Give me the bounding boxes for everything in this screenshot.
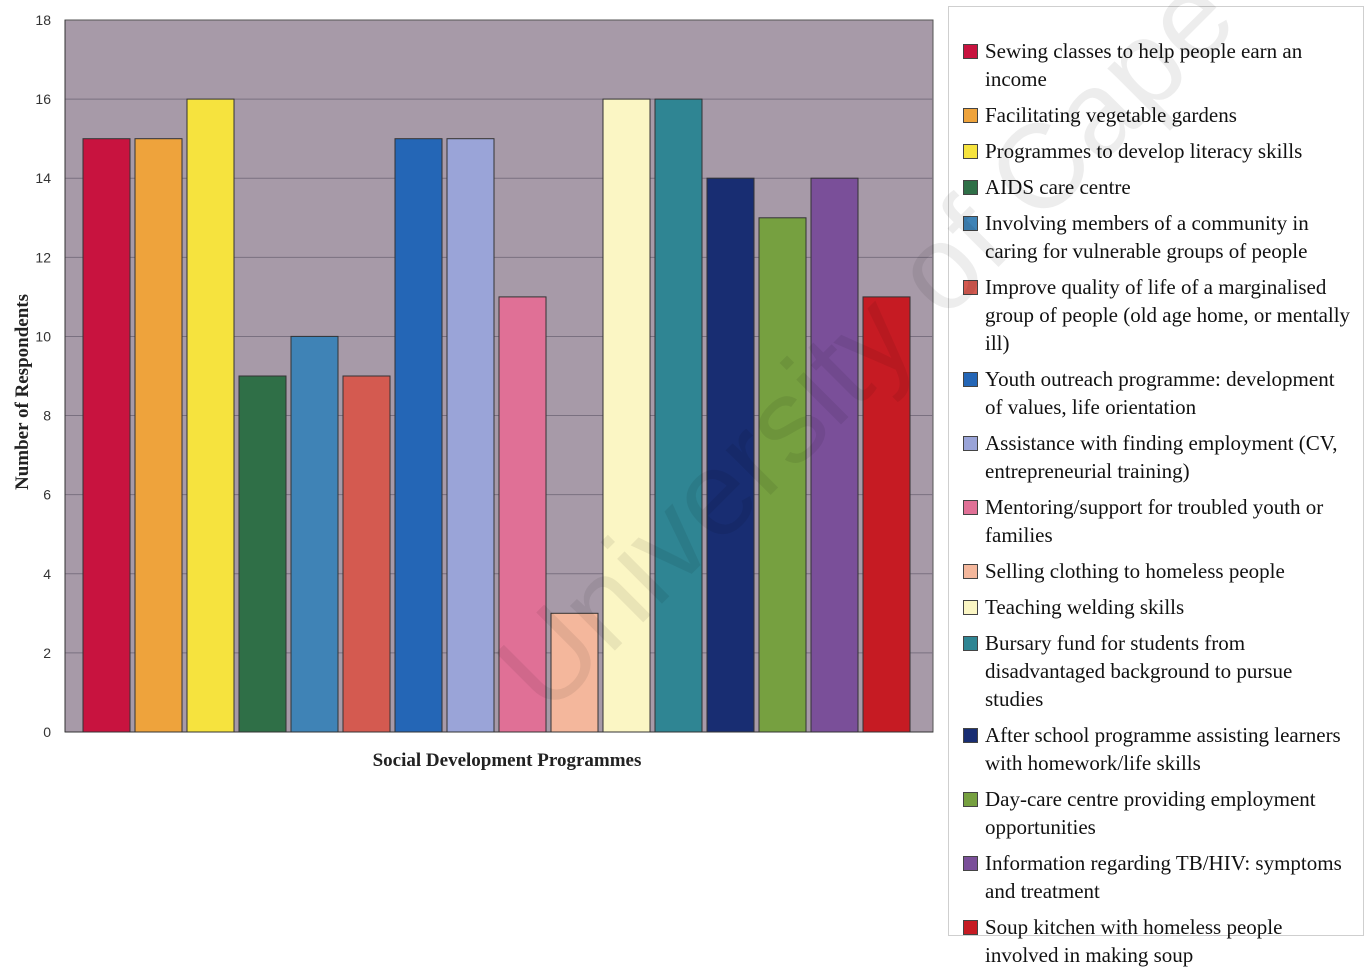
legend-swatch: [963, 280, 978, 295]
legend-swatch: [963, 600, 978, 615]
bar: [134, 138, 183, 733]
bar-chart: 0 2 4 6 8 10 12 14 16 18 Social Development Progr…: [12, 12, 934, 771]
bars: [82, 98, 911, 733]
legend-item: Improve quality of life of a marginalise…: [963, 273, 1355, 357]
y-tick-label: 4: [43, 566, 51, 582]
legend-item: Soup kitchen with homeless people involv…: [963, 913, 1355, 969]
legend-label: Soup kitchen with homeless people involv…: [985, 915, 1283, 967]
legend-item: Facilitating vegetable gardens: [963, 101, 1355, 129]
y-tick-label: 6: [43, 487, 51, 503]
legend-swatch: [963, 500, 978, 515]
legend-label: After school programme assisting learner…: [985, 723, 1341, 775]
legend-swatch: [963, 636, 978, 651]
legend-swatch: [963, 144, 978, 159]
legend-label: Mentoring/support for troubled youth or …: [985, 495, 1324, 547]
legend-swatch: [963, 108, 978, 123]
legend-item: Selling clothing to homeless people: [963, 557, 1355, 585]
y-tick-label: 12: [35, 249, 51, 265]
legend-label: Day-care centre providing employment opp…: [985, 787, 1316, 839]
legend-label: Assistance with finding employment (CV, …: [985, 431, 1338, 483]
x-axis-title: Social Development Programmes: [373, 750, 642, 771]
legend-item: After school programme assisting learner…: [963, 721, 1355, 777]
legend-item: Information regarding TB/HIV: symptoms a…: [963, 849, 1355, 905]
y-tick-label: 10: [35, 328, 51, 344]
legend-label: Bursary fund for students from disadvant…: [985, 631, 1293, 711]
y-tick-label: 14: [35, 170, 51, 186]
legend-item: Assistance with finding employment (CV, …: [963, 429, 1355, 485]
y-tick-label: 2: [43, 645, 51, 661]
bar: [446, 138, 495, 733]
legend-swatch: [963, 856, 978, 871]
bar: [290, 335, 339, 733]
y-tick-label: 0: [43, 724, 51, 740]
y-tick-labels: 0 2 4 6 8 10 12 14 16 18: [35, 12, 51, 740]
legend-swatch: [963, 216, 978, 231]
y-tick-label: 18: [35, 12, 51, 28]
legend-item: AIDS care centre: [963, 173, 1355, 201]
legend-label: Facilitating vegetable gardens: [985, 103, 1237, 127]
legend-label: AIDS care centre: [985, 175, 1131, 199]
legend-label: Youth outreach programme: development of…: [985, 367, 1335, 419]
legend-swatch: [963, 436, 978, 451]
legend: Sewing classes to help people earn an in…: [948, 6, 1364, 967]
legend-item: Youth outreach programme: development of…: [963, 365, 1355, 421]
bar: [498, 296, 547, 733]
legend-swatch: [963, 728, 978, 743]
legend-swatch: [963, 792, 978, 807]
bar: [810, 177, 859, 733]
legend-label: Involving members of a community in cari…: [985, 211, 1309, 263]
legend-item: Mentoring/support for troubled youth or …: [963, 493, 1355, 549]
bar: [758, 217, 807, 733]
bar: [654, 98, 703, 733]
legend-swatch: [963, 920, 978, 935]
legend-item: Involving members of a community in cari…: [963, 209, 1355, 265]
bar: [706, 177, 755, 733]
bar: [862, 296, 911, 733]
legend-label: Programmes to develop literacy skills: [985, 139, 1303, 163]
bar: [342, 375, 391, 733]
bar: [82, 138, 131, 733]
bar: [550, 612, 599, 733]
legend-label: Information regarding TB/HIV: symptoms a…: [985, 851, 1342, 903]
legend-label: Sewing classes to help people earn an in…: [985, 39, 1303, 91]
bar: [602, 98, 651, 733]
bar: [186, 98, 235, 733]
y-tick-label: 16: [35, 91, 51, 107]
legend-label: Teaching welding skills: [985, 595, 1185, 619]
legend-item: Day-care centre providing employment opp…: [963, 785, 1355, 841]
legend-item: Programmes to develop literacy skills: [963, 137, 1355, 165]
legend-swatch: [963, 180, 978, 195]
y-axis-title: Number of Respondents: [12, 294, 33, 490]
bar: [394, 138, 443, 733]
legend-item: Bursary fund for students from disadvant…: [963, 629, 1355, 713]
legend-label: Improve quality of life of a marginalise…: [985, 275, 1351, 355]
legend-item: Teaching welding skills: [963, 593, 1355, 621]
legend-swatch: [963, 372, 978, 387]
legend-label: Selling clothing to homeless people: [985, 559, 1285, 583]
y-tick-label: 8: [43, 408, 51, 424]
legend-swatch: [963, 564, 978, 579]
legend-item: Sewing classes to help people earn an in…: [963, 37, 1355, 93]
bar: [238, 375, 287, 733]
legend-swatch: [963, 44, 978, 59]
